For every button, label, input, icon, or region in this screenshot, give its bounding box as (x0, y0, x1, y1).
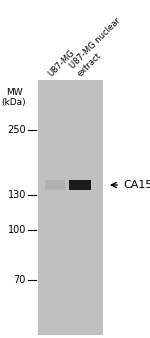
Text: U87-MG nuclear
extract: U87-MG nuclear extract (68, 16, 130, 78)
Bar (69, 180, 91, 190)
Text: U87-MG: U87-MG (47, 48, 77, 78)
Text: 70: 70 (14, 275, 26, 285)
Text: MW
(kDa): MW (kDa) (2, 88, 26, 107)
Bar (45, 180, 65, 190)
Text: CA150: CA150 (123, 180, 150, 190)
Text: 100: 100 (8, 225, 26, 235)
Bar (38, 80, 103, 335)
Text: 130: 130 (8, 190, 26, 200)
Text: 250: 250 (7, 125, 26, 135)
